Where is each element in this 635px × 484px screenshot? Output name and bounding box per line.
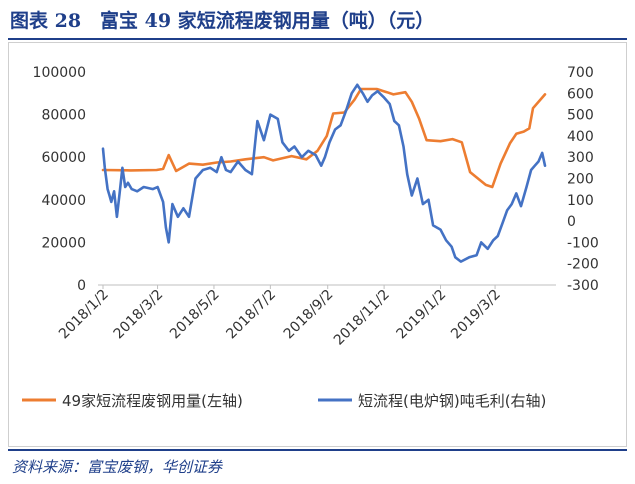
footer-rule <box>8 449 627 451</box>
profit-per-ton-line <box>101 83 547 263</box>
source-note: 资料来源：富宝废钢，华创证券 <box>12 458 223 476</box>
x-tick-label: 2018/9/2 <box>281 287 337 343</box>
x-tick-label: 2019/1/2 <box>394 287 450 343</box>
right-tick-label: -300 <box>567 278 599 294</box>
right-tick-label: 500 <box>567 108 594 124</box>
left-tick-label: 40000 <box>41 193 86 209</box>
left-tick-label: 100000 <box>33 65 86 81</box>
right-tick-label: 100 <box>567 193 594 209</box>
right-tick-label: 300 <box>567 150 594 166</box>
chart-frame <box>8 42 627 447</box>
legend: 49家短流程废钢用量(左轴) 短流程(电炉钢)吨毛利(右轴) <box>22 392 546 410</box>
steel-scrap-usage-line <box>101 87 547 189</box>
x-tick-label: 2018/3/2 <box>111 287 167 343</box>
legend-item-steel-scrap-label: 49家短流程废钢用量(左轴) <box>62 392 243 410</box>
title-rule <box>8 38 627 40</box>
right-y-axis: -300 -200 -100 0 100 200 300 400 500 600 700 <box>567 65 599 294</box>
right-tick-label: 700 <box>567 65 594 81</box>
left-tick-label: 0 <box>77 278 86 294</box>
right-tick-label: -200 <box>567 257 599 273</box>
right-tick-label: -100 <box>567 235 599 251</box>
right-tick-label: 200 <box>567 172 594 188</box>
right-tick-label: 600 <box>567 86 594 102</box>
page-title: 图表 28 富宝 49 家短流程废钢用量（吨）（元） <box>10 10 435 32</box>
left-tick-label: 80000 <box>41 108 86 124</box>
right-tick-label: 0 <box>567 214 576 230</box>
x-tick-label: 2018/5/2 <box>167 287 223 343</box>
left-tick-label: 20000 <box>41 235 86 251</box>
x-tick-label: 2018/7/2 <box>223 287 279 343</box>
right-tick-label: 400 <box>567 129 594 145</box>
left-y-axis: 0 20000 40000 60000 80000 100000 <box>33 65 86 294</box>
legend-item-profit-label: 短流程(电炉钢)吨毛利(右轴) <box>358 392 546 410</box>
x-tick-label: 2019/3/2 <box>448 287 504 343</box>
x-tick-label: 2018/11/2 <box>331 287 393 349</box>
left-tick-label: 60000 <box>41 150 86 166</box>
series-lines <box>101 83 547 263</box>
x-tick-label: 2018/1/2 <box>56 287 112 343</box>
